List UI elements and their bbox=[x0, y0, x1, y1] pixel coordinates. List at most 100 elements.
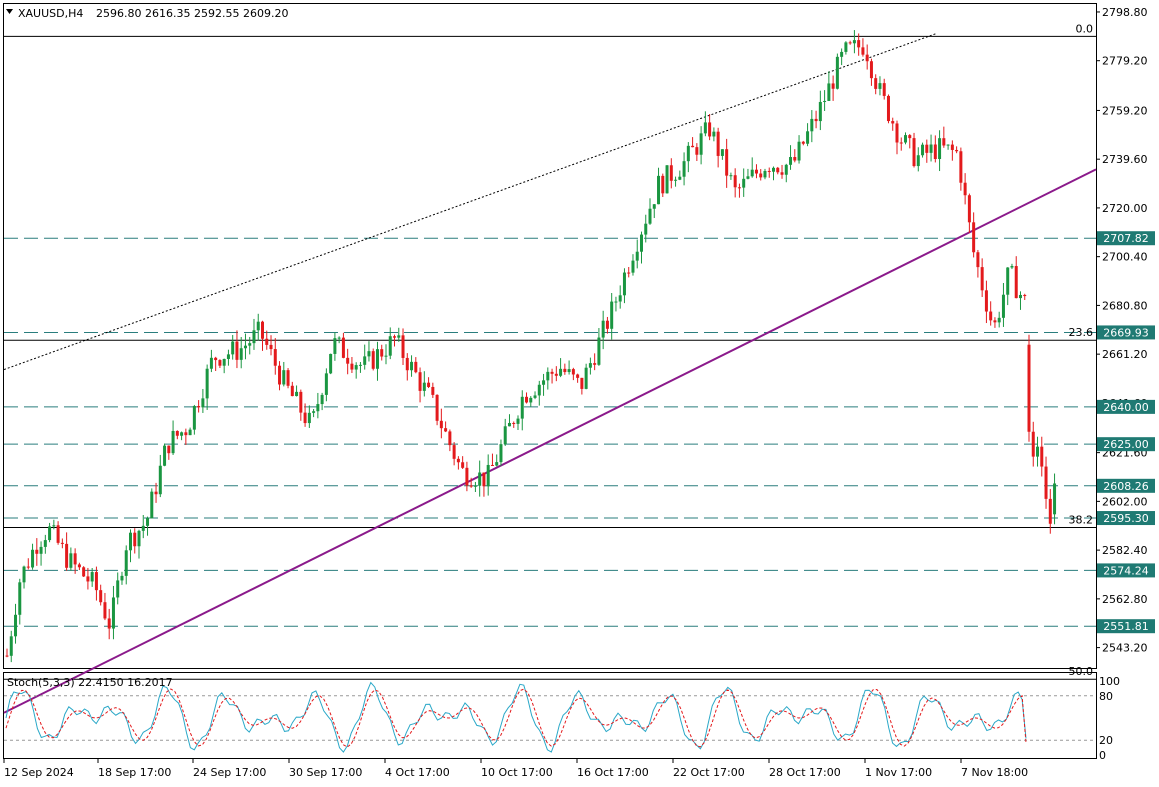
candle-body bbox=[231, 341, 235, 355]
stochastic-oscillator: 100 80 20 0 bbox=[4, 675, 1120, 762]
candle-body bbox=[703, 122, 707, 134]
candle-body bbox=[708, 122, 712, 137]
time-tick-label: 7 Nov 18:00 bbox=[961, 766, 1028, 779]
candle-body bbox=[921, 144, 925, 156]
candle-body bbox=[265, 338, 269, 345]
candle-body bbox=[742, 178, 746, 188]
candle-body bbox=[341, 337, 345, 358]
candle-body bbox=[669, 165, 673, 181]
candle-body bbox=[959, 151, 963, 183]
candle-body bbox=[439, 420, 443, 429]
candle-body bbox=[546, 371, 550, 381]
level-label: 2595.30 bbox=[1103, 512, 1149, 525]
candle-body bbox=[648, 208, 652, 224]
candle-body bbox=[205, 368, 209, 399]
candle-body bbox=[465, 467, 469, 486]
candle-body bbox=[9, 636, 13, 656]
candle-body bbox=[473, 485, 477, 487]
candle-body bbox=[793, 157, 797, 161]
time-tick-label: 24 Sep 17:00 bbox=[193, 766, 266, 779]
candle-body bbox=[111, 597, 115, 629]
candle-body bbox=[725, 149, 729, 176]
candle-body bbox=[461, 462, 465, 468]
candle-body bbox=[763, 170, 767, 178]
candle-body bbox=[410, 361, 414, 371]
candle-body bbox=[278, 365, 282, 385]
candle-body bbox=[699, 133, 703, 155]
candle-body bbox=[976, 252, 980, 268]
candle-body bbox=[333, 338, 337, 354]
candle-body bbox=[354, 365, 358, 370]
candle-body bbox=[516, 418, 520, 424]
candle-body bbox=[831, 83, 835, 89]
dotted-trendline bbox=[3, 33, 936, 371]
candle-body bbox=[418, 372, 422, 391]
candle-body bbox=[180, 432, 184, 436]
candle-body bbox=[337, 337, 341, 339]
candle-body bbox=[618, 295, 622, 302]
candle-body bbox=[103, 602, 107, 619]
candle-body bbox=[899, 142, 903, 144]
candle-body bbox=[154, 491, 158, 495]
candle-body bbox=[801, 141, 805, 144]
candle-body bbox=[507, 422, 511, 427]
candle-body bbox=[388, 336, 392, 356]
candle-body bbox=[686, 145, 690, 162]
candle-body bbox=[65, 543, 69, 568]
candle-body bbox=[478, 472, 482, 486]
candle-body bbox=[627, 272, 631, 274]
candle-body bbox=[950, 144, 954, 150]
level-label: 2625.00 bbox=[1103, 438, 1149, 451]
candle-body bbox=[695, 147, 699, 155]
price-tick-label: 2700.40 bbox=[1102, 251, 1148, 264]
candles bbox=[5, 30, 1057, 663]
candle-body bbox=[299, 391, 303, 413]
fibonacci-levels: 0.0 23.6 38.2 50.0 bbox=[4, 22, 1096, 680]
candle-body bbox=[542, 380, 546, 385]
level-label-box bbox=[1097, 437, 1155, 452]
candle-body bbox=[167, 445, 171, 454]
candle-body bbox=[963, 182, 967, 196]
candle-body bbox=[895, 123, 899, 143]
candle-body bbox=[137, 530, 141, 547]
candle-body bbox=[580, 377, 584, 389]
candle-body bbox=[56, 525, 60, 543]
candle-body bbox=[861, 47, 865, 55]
candle-body bbox=[661, 175, 665, 194]
time-tick-label: 28 Oct 17:00 bbox=[769, 766, 841, 779]
main-panel-frame bbox=[3, 3, 1097, 669]
candle-body bbox=[295, 391, 299, 397]
candle-body bbox=[290, 385, 294, 397]
candle-body bbox=[989, 311, 993, 321]
candle-body bbox=[218, 360, 222, 366]
candle-body bbox=[226, 354, 230, 359]
dropdown-triangle-icon[interactable] bbox=[6, 9, 13, 14]
candle-body bbox=[993, 320, 997, 323]
candle-body bbox=[878, 83, 882, 89]
price-tick-label: 2798.80 bbox=[1102, 6, 1148, 19]
candle-body bbox=[797, 141, 801, 161]
candle-body bbox=[554, 373, 558, 376]
horizontal-levels bbox=[4, 237, 1096, 627]
candle-body bbox=[14, 614, 18, 637]
candle-body bbox=[1044, 466, 1048, 499]
candle-body bbox=[307, 412, 311, 424]
candle-body bbox=[1027, 344, 1031, 432]
candle-body bbox=[614, 301, 618, 303]
candle-body bbox=[550, 371, 554, 374]
candle-body bbox=[929, 144, 933, 153]
candle-body bbox=[431, 386, 435, 395]
candle-body bbox=[444, 428, 448, 432]
candle-body bbox=[256, 321, 260, 331]
candle-body bbox=[784, 164, 788, 175]
candle-body bbox=[158, 465, 162, 495]
candle-body bbox=[712, 131, 716, 137]
candle-body bbox=[52, 525, 56, 527]
candle-body bbox=[835, 56, 839, 89]
candle-body bbox=[184, 432, 188, 436]
candle-body bbox=[1023, 294, 1027, 297]
candle-body bbox=[141, 525, 145, 531]
candle-body bbox=[593, 363, 597, 365]
